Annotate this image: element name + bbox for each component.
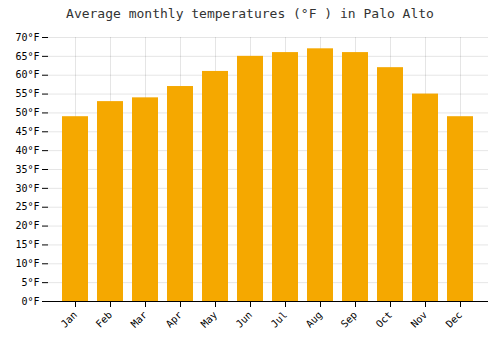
- svg-text:10°F: 10°F: [15, 258, 39, 269]
- svg-text:25°F: 25°F: [15, 201, 39, 212]
- svg-text:Jan: Jan: [59, 309, 80, 330]
- svg-text:5°F: 5°F: [21, 277, 39, 288]
- svg-text:Aug: Aug: [304, 309, 325, 330]
- svg-text:Feb: Feb: [94, 309, 115, 330]
- svg-text:40°F: 40°F: [15, 145, 39, 156]
- svg-text:Jul: Jul: [269, 309, 290, 330]
- svg-text:65°F: 65°F: [15, 51, 39, 62]
- svg-text:Apr: Apr: [164, 309, 185, 330]
- html-text:Average monthly temperatures (: Average monthly temperatures (°F ) in Pa…: [66, 6, 434, 21]
- svg-text:20°F: 20°F: [15, 220, 39, 231]
- svg-text:60°F: 60°F: [15, 69, 39, 80]
- svg-text:Dec: Dec: [444, 309, 465, 330]
- svg-text:15°F: 15°F: [15, 239, 39, 250]
- svg-text:Sep: Sep: [339, 309, 360, 330]
- svg-text:70°F: 70°F: [15, 32, 39, 43]
- svg-text:Oct: Oct: [374, 309, 395, 330]
- svg-text:50°F: 50°F: [15, 107, 39, 118]
- svg-text:0°F: 0°F: [21, 296, 39, 307]
- svg-text:Nov: Nov: [409, 309, 430, 330]
- svg-text:Mar: Mar: [129, 309, 150, 330]
- svg-text:55°F: 55°F: [15, 88, 39, 99]
- svg-text:45°F: 45°F: [15, 126, 39, 137]
- svg-text:May: May: [199, 309, 220, 330]
- svg-text:30°F: 30°F: [15, 183, 39, 194]
- svg-text:Jun: Jun: [234, 309, 255, 330]
- svg-text:35°F: 35°F: [15, 164, 39, 175]
